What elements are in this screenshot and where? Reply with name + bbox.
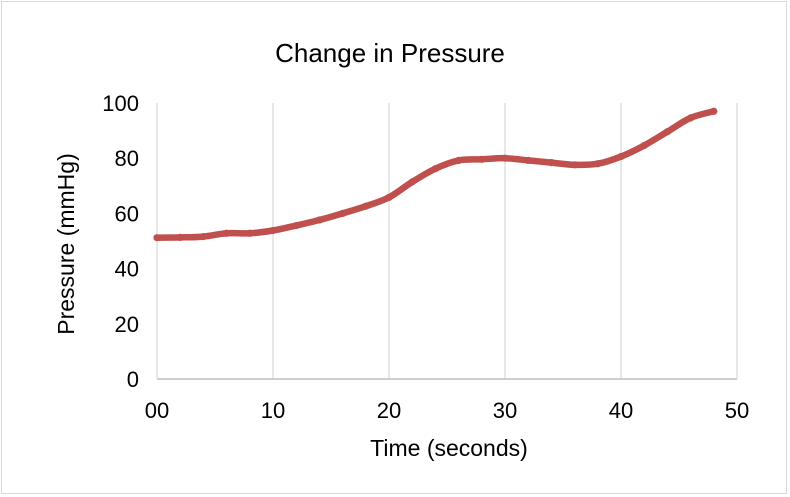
gridlines bbox=[272, 103, 738, 379]
tick-labels: 00 10 20 30 40 50 0 20 40 60 80 100 bbox=[102, 91, 749, 423]
x-tick-label: 00 bbox=[145, 398, 169, 423]
x-tick-label: 50 bbox=[725, 398, 749, 423]
x-tick-label: 40 bbox=[609, 398, 633, 423]
data-point bbox=[455, 156, 463, 165]
x-tick-label: 10 bbox=[261, 398, 285, 423]
data-point bbox=[339, 209, 347, 217]
data-point bbox=[524, 156, 532, 165]
data-point bbox=[315, 216, 323, 224]
y-tick-label: 0 bbox=[127, 367, 139, 392]
data-point bbox=[687, 114, 695, 122]
data-point bbox=[269, 226, 277, 235]
y-axis-label: Pressure (mmHg) bbox=[53, 153, 79, 334]
data-point bbox=[617, 152, 625, 161]
data-point bbox=[408, 178, 416, 186]
data-point bbox=[223, 229, 231, 237]
data-point bbox=[571, 161, 579, 169]
y-tick-label: 100 bbox=[102, 91, 139, 116]
y-tick-label: 80 bbox=[115, 146, 139, 171]
series-line bbox=[153, 108, 718, 241]
data-point bbox=[431, 165, 439, 173]
data-point bbox=[547, 159, 556, 167]
x-tick-label: 20 bbox=[377, 398, 401, 423]
data-point bbox=[153, 234, 161, 242]
y-tick-label: 60 bbox=[115, 201, 139, 226]
series bbox=[153, 107, 718, 242]
data-point bbox=[385, 193, 393, 201]
data-point bbox=[478, 155, 486, 163]
data-point bbox=[246, 229, 254, 237]
y-tick-label: 20 bbox=[115, 312, 139, 337]
data-point bbox=[362, 202, 370, 210]
x-tick-label: 30 bbox=[493, 398, 517, 423]
chart-title: Change in Pressure bbox=[275, 38, 505, 68]
data-point bbox=[640, 141, 648, 150]
data-point bbox=[663, 128, 672, 136]
data-point bbox=[292, 221, 300, 230]
y-tick-label: 40 bbox=[115, 257, 139, 282]
x-axis-label: Time (seconds) bbox=[370, 435, 528, 461]
data-point bbox=[199, 232, 207, 241]
data-point bbox=[176, 233, 184, 242]
data-point bbox=[710, 107, 718, 115]
data-point bbox=[501, 154, 509, 162]
data-point bbox=[594, 160, 602, 168]
